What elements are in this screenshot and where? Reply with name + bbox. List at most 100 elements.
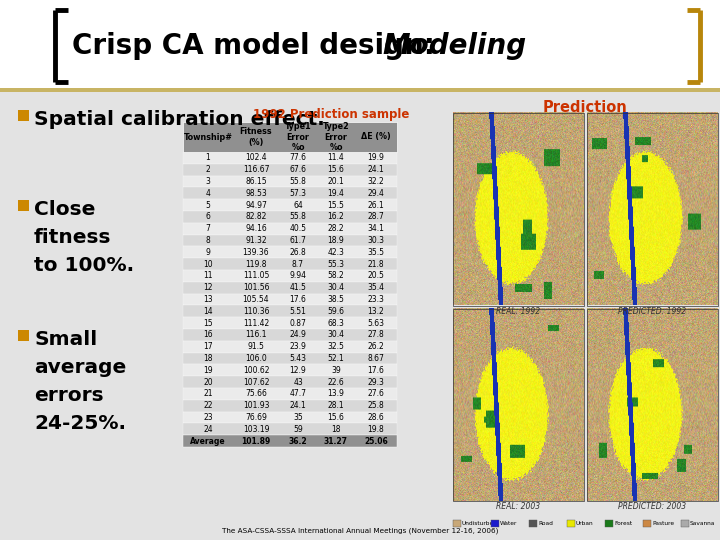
Bar (183, 122, 397, 152)
Text: 39: 39 (331, 366, 341, 375)
Text: 82.82: 82.82 (246, 212, 266, 221)
Text: Fitness
(%): Fitness (%) (240, 127, 272, 146)
Bar (0, 88, 720, 92)
Bar (18, 330, 29, 341)
Bar (183, 400, 397, 411)
Text: 38.5: 38.5 (328, 295, 344, 304)
Bar (183, 329, 397, 341)
Bar (183, 282, 397, 294)
Text: 24.9: 24.9 (289, 330, 307, 340)
Text: 28.2: 28.2 (328, 224, 344, 233)
Text: 17.6: 17.6 (368, 366, 384, 375)
Text: 139.36: 139.36 (243, 248, 269, 257)
Text: 26.8: 26.8 (289, 248, 307, 257)
Text: 28.1: 28.1 (328, 401, 344, 410)
Text: 26.1: 26.1 (368, 200, 384, 210)
Text: 102.4: 102.4 (246, 153, 267, 163)
Text: 13: 13 (203, 295, 213, 304)
Bar (453, 308, 584, 501)
Text: 31.27: 31.27 (324, 437, 348, 445)
Text: Close
fitness
to 100%.: Close fitness to 100%. (34, 200, 134, 275)
Text: 61.7: 61.7 (289, 236, 307, 245)
Text: 27.8: 27.8 (368, 330, 384, 340)
Text: 19.8: 19.8 (368, 425, 384, 434)
Text: 16.2: 16.2 (328, 212, 344, 221)
Text: 105.54: 105.54 (243, 295, 269, 304)
Text: 9.94: 9.94 (289, 272, 307, 280)
Text: 17: 17 (203, 342, 213, 351)
Text: 5.51: 5.51 (289, 307, 307, 316)
Text: 64: 64 (293, 200, 303, 210)
Text: 1: 1 (206, 153, 210, 163)
Text: 13.2: 13.2 (368, 307, 384, 316)
Text: Type1
Error
%o: Type1 Error %o (284, 123, 311, 152)
Text: 0.87: 0.87 (289, 319, 307, 328)
Text: REAL: 2003: REAL: 2003 (496, 502, 541, 511)
Text: 41.5: 41.5 (289, 283, 307, 292)
Bar (183, 388, 397, 400)
Text: REAL: 1992: REAL: 1992 (496, 307, 541, 315)
Text: 35: 35 (293, 413, 303, 422)
Bar (183, 234, 397, 246)
Text: 4: 4 (206, 189, 210, 198)
Bar (0, 92, 720, 540)
Text: 9: 9 (206, 248, 210, 257)
Text: 42.3: 42.3 (328, 248, 344, 257)
Bar (183, 317, 397, 329)
Bar (183, 435, 397, 447)
Text: 86.15: 86.15 (246, 177, 267, 186)
Text: 43: 43 (293, 377, 303, 387)
Text: 59: 59 (293, 425, 303, 434)
Text: 2: 2 (206, 165, 210, 174)
Bar (183, 364, 397, 376)
Text: 11.4: 11.4 (328, 153, 344, 163)
Text: 29.3: 29.3 (368, 377, 384, 387)
Text: 52.1: 52.1 (328, 354, 344, 363)
Text: 22: 22 (203, 401, 212, 410)
Text: 5.63: 5.63 (367, 319, 384, 328)
Text: 1992 Prediction sample: 1992 Prediction sample (253, 108, 409, 121)
Text: 32.2: 32.2 (368, 177, 384, 186)
Text: 119.8: 119.8 (246, 260, 266, 268)
Text: 28.7: 28.7 (368, 212, 384, 221)
Bar (183, 187, 397, 199)
Bar (183, 423, 397, 435)
Bar (183, 258, 397, 270)
Text: 19: 19 (203, 366, 213, 375)
Bar (643, 520, 651, 527)
Bar (587, 113, 718, 306)
Text: 29.4: 29.4 (368, 189, 384, 198)
Text: 55.8: 55.8 (289, 212, 307, 221)
Text: Urban: Urban (576, 521, 593, 526)
Text: 19.9: 19.9 (368, 153, 384, 163)
Text: ΔE (%): ΔE (%) (361, 132, 391, 141)
Text: 21: 21 (203, 389, 212, 399)
Text: Road: Road (538, 521, 553, 526)
Text: 15: 15 (203, 319, 213, 328)
Text: 8: 8 (206, 236, 210, 245)
Text: 25.8: 25.8 (368, 401, 384, 410)
Text: Crisp CA model design:: Crisp CA model design: (72, 32, 444, 60)
Text: Pasture: Pasture (652, 521, 674, 526)
Bar (453, 113, 584, 306)
Text: 15.5: 15.5 (328, 200, 344, 210)
Bar (183, 199, 397, 211)
Text: PREDICTED: 2003: PREDICTED: 2003 (618, 502, 687, 511)
Text: 5: 5 (206, 200, 210, 210)
Bar (18, 110, 29, 121)
Text: 11: 11 (203, 272, 212, 280)
Bar (453, 520, 461, 527)
Text: 111.42: 111.42 (243, 319, 269, 328)
Text: Forest: Forest (614, 521, 632, 526)
Bar (183, 246, 397, 258)
Text: Type2
Error
%o: Type2 Error %o (323, 123, 349, 152)
Text: 23.9: 23.9 (289, 342, 307, 351)
Text: Modeling: Modeling (382, 32, 526, 60)
Bar (183, 341, 397, 353)
Text: 91.5: 91.5 (248, 342, 264, 351)
Bar (183, 270, 397, 282)
Text: 8.67: 8.67 (368, 354, 384, 363)
Text: 35.5: 35.5 (367, 248, 384, 257)
Text: 23.3: 23.3 (368, 295, 384, 304)
Text: Undisturbed: Undisturbed (462, 521, 498, 526)
